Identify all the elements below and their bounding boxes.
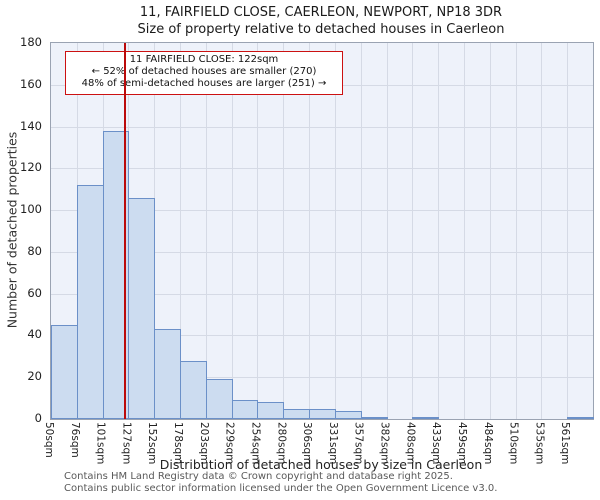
annotation-line1: 11 FAIRFIELD CLOSE: 122sqm [129, 54, 279, 65]
x-tick-label: 254sqm [249, 422, 262, 465]
chart-subtitle: Size of property relative to detached ho… [137, 22, 505, 37]
bar-306sqm [309, 408, 336, 419]
property-size-marker-line [123, 43, 126, 419]
y-tick-label: 60 [27, 285, 42, 300]
y-tick-label: 160 [20, 76, 42, 91]
v-gridline [283, 43, 285, 419]
bar-331sqm [334, 410, 362, 419]
h-gridline [51, 126, 593, 128]
x-tick-label: 101sqm [94, 422, 107, 465]
bar-357sqm [360, 416, 388, 419]
v-gridline [180, 43, 182, 419]
footer-line1: Contains HM Land Registry data © Crown c… [64, 471, 453, 482]
x-tick-label: 306sqm [301, 422, 314, 465]
x-tick-label: 433sqm [430, 422, 443, 465]
annotation-line3: 48% of semi-detached houses are larger (… [81, 78, 327, 90]
bar-76sqm [76, 185, 104, 419]
v-gridline [205, 43, 207, 419]
x-tick-label: 510sqm [507, 422, 520, 465]
bar-127sqm [128, 197, 156, 419]
x-tick-label: 152sqm [146, 422, 159, 465]
v-gridline [515, 43, 517, 419]
v-gridline [412, 43, 414, 419]
v-gridline [257, 43, 259, 419]
v-gridline [541, 43, 543, 419]
x-tick-label: 203sqm [197, 422, 210, 465]
v-gridline [463, 43, 465, 419]
bar-152sqm [154, 329, 182, 419]
y-tick-label: 140 [20, 118, 42, 133]
x-tick-label: 178sqm [172, 422, 185, 465]
h-gridline [51, 251, 593, 253]
y-tick-label: 40 [27, 327, 42, 342]
h-gridline [51, 210, 593, 212]
bar-280sqm [283, 408, 311, 419]
annotation-box: 11 FAIRFIELD CLOSE: 122sqm ← 52% of deta… [65, 51, 343, 95]
attribution-footer: Contains HM Land Registry data © Crown c… [64, 471, 497, 494]
x-tick-label: 331sqm [326, 422, 339, 465]
h-gridline [51, 377, 593, 379]
y-tick-label: 120 [20, 160, 42, 175]
x-tick-label: 459sqm [455, 422, 468, 465]
v-gridline [334, 43, 336, 419]
v-gridline [489, 43, 491, 419]
chart-title: 11, FAIRFIELD CLOSE, CAERLEON, NEWPORT, … [139, 5, 503, 20]
v-gridline [438, 43, 440, 419]
v-gridline [231, 43, 233, 419]
x-tick-label: 535sqm [533, 422, 546, 465]
x-tick-label: 50sqm [43, 422, 55, 458]
y-tick-label: 80 [27, 243, 42, 258]
x-tick-label: 382sqm [378, 422, 391, 465]
h-gridline [51, 335, 593, 337]
bar-203sqm [205, 379, 233, 419]
x-tick-label: 484sqm [481, 422, 494, 465]
x-tick-label: 127sqm [120, 422, 133, 465]
bar-408sqm [412, 416, 440, 419]
plot-area: 11 FAIRFIELD CLOSE: 122sqm ← 52% of deta… [50, 42, 594, 420]
bar-50sqm [51, 325, 78, 419]
x-tick-label: 280sqm [275, 422, 288, 465]
h-gridline [51, 168, 593, 170]
x-tick-label: 229sqm [223, 422, 236, 465]
v-gridline [360, 43, 362, 419]
annotation-line2: ← 52% of detached houses are smaller (27… [91, 66, 317, 78]
footer-line2: Contains public sector information licen… [64, 482, 498, 494]
y-tick-label: 0 [34, 411, 42, 425]
v-gridline [309, 43, 311, 419]
x-axis-label: Distribution of detached houses by size … [159, 457, 483, 472]
x-tick-label: 408sqm [404, 422, 417, 465]
x-tick-label: 357sqm [352, 422, 365, 465]
bar-561sqm [567, 416, 594, 419]
bar-254sqm [257, 402, 285, 419]
y-tick-label: 180 [20, 35, 42, 49]
v-gridline [567, 43, 569, 419]
bar-229sqm [231, 400, 259, 419]
x-tick-label: 76sqm [68, 422, 81, 458]
h-gridline [51, 293, 593, 295]
x-tick-label: 561sqm [559, 422, 572, 465]
y-tick-label: 20 [27, 369, 42, 384]
y-tick-label: 100 [20, 202, 42, 217]
bar-178sqm [180, 360, 207, 419]
v-gridline [386, 43, 388, 419]
